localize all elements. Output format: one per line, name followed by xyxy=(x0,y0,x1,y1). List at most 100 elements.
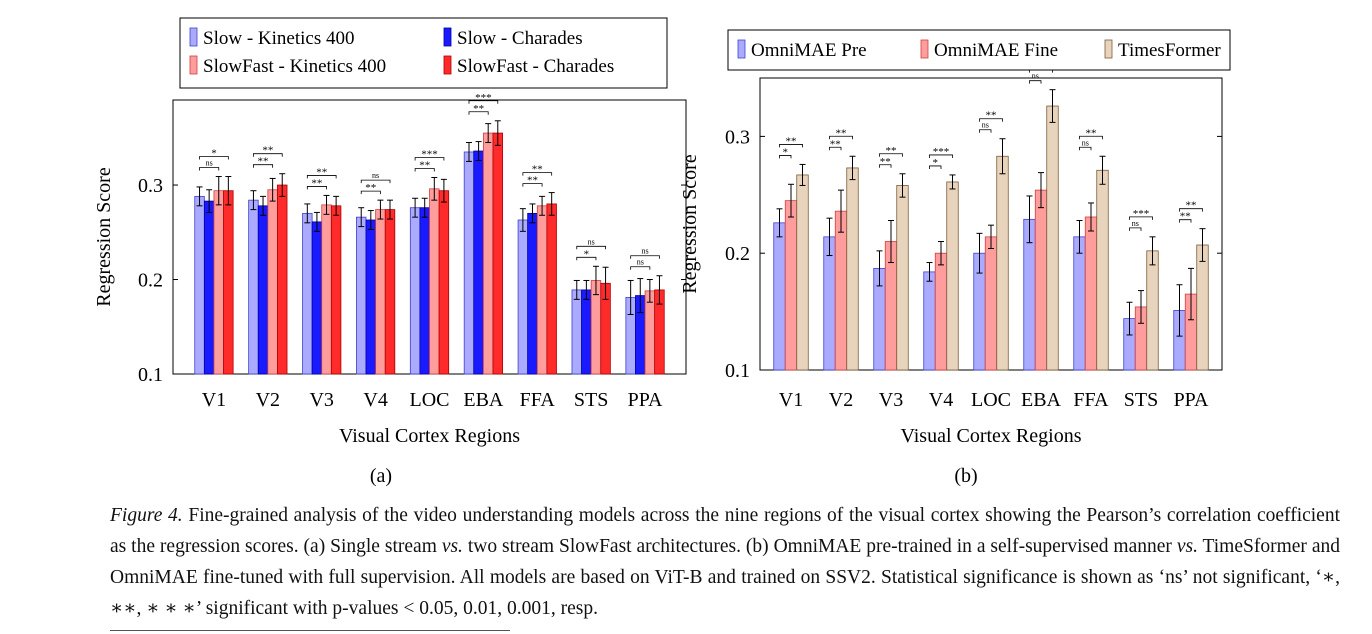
significance-bracket xyxy=(414,157,445,161)
significance-bracket xyxy=(829,135,853,140)
bar xyxy=(1146,250,1159,371)
significance-bracket xyxy=(199,167,220,171)
bar xyxy=(823,236,836,371)
series-slowfast-charades xyxy=(223,120,665,375)
significance-bracket xyxy=(779,144,803,148)
bar xyxy=(194,195,205,375)
series-slow-charades xyxy=(203,141,646,375)
bar xyxy=(482,132,494,375)
bar xyxy=(419,207,430,375)
x-tick-label: FFA xyxy=(1073,389,1109,411)
significance-mark: ns xyxy=(637,258,644,267)
chart-panel-a: 0.10.20.3ns***********ns***************n… xyxy=(93,17,687,487)
chart-panel-b: 0.10.20.3***************ns**ns***ns**ns*… xyxy=(679,29,1231,487)
significance-mark: ** xyxy=(1186,200,1197,212)
bar xyxy=(773,222,786,371)
significance-mark: ** xyxy=(886,145,897,157)
bar xyxy=(834,210,848,371)
y-axis-label: Regression Score xyxy=(93,167,115,307)
x-tick-label: V4 xyxy=(929,389,953,411)
significance-bracket xyxy=(306,186,327,190)
significance-bracket xyxy=(468,111,489,115)
significance-bracket xyxy=(829,146,842,151)
x-tick-label: V3 xyxy=(879,389,903,411)
bar xyxy=(330,205,342,375)
legend-label: Slow - Kinetics 400 xyxy=(203,28,354,49)
x-tick-label: PPA xyxy=(1174,389,1209,411)
figure-charts: 0.10.20.3ns***********ns***************n… xyxy=(93,17,1231,487)
significance-mark: * xyxy=(783,146,789,158)
bar xyxy=(896,185,909,371)
significance-bracket xyxy=(1079,135,1103,140)
x-tick-label: EBA xyxy=(1021,389,1062,411)
significance-bracket xyxy=(979,118,1003,122)
bar xyxy=(581,289,592,375)
x-tick-label: STS xyxy=(1124,389,1158,411)
legend-swatch xyxy=(443,27,452,47)
significance-mark: ** xyxy=(419,159,430,171)
x-axis-label: Visual Cortex Regions xyxy=(900,425,1081,447)
bar xyxy=(384,209,396,375)
significance-mark: ** xyxy=(365,182,376,194)
caption-text-2: two stream SlowFast architectures. (b) O… xyxy=(462,536,1177,557)
significance-bracket xyxy=(253,164,274,168)
bar xyxy=(302,212,313,375)
x-tick-label: V4 xyxy=(363,389,387,411)
significance-mark: ** xyxy=(532,164,543,176)
series-timesformer xyxy=(796,89,1209,371)
significance-bracket xyxy=(253,153,283,157)
significance-bracket xyxy=(1129,216,1153,220)
legend: Slow - Kinetics 400 Slow - Charades SlowFa… xyxy=(179,17,668,89)
bar xyxy=(1196,244,1209,371)
x-tick-label: V1 xyxy=(202,389,226,411)
bar xyxy=(946,181,959,371)
significance-mark: ns xyxy=(641,247,648,256)
bar xyxy=(1073,236,1086,371)
bar xyxy=(644,290,656,375)
significance-mark: ** xyxy=(316,166,327,178)
significance-mark: ns xyxy=(982,121,989,130)
bar xyxy=(996,155,1009,371)
significance-bracket xyxy=(879,164,892,168)
significance-bracket xyxy=(929,165,942,169)
bar xyxy=(223,190,234,375)
bar xyxy=(409,207,421,375)
significance-mark: * xyxy=(584,248,590,260)
significance-mark: ** xyxy=(830,138,841,150)
bar xyxy=(527,212,538,375)
legend-box xyxy=(179,17,668,89)
panel-label: (a) xyxy=(370,465,392,487)
significance-mark: ** xyxy=(473,103,484,115)
legend-label: Slow - Charades xyxy=(457,28,583,49)
y-tick-label: 0.1 xyxy=(725,360,750,382)
significance-bracket xyxy=(199,156,229,160)
bar xyxy=(492,132,503,375)
significance-bracket xyxy=(360,179,391,184)
footnote-rule xyxy=(110,630,510,631)
caption-text-1: Fine-grained analysis of the video under… xyxy=(110,505,1341,557)
significance-mark: * xyxy=(933,157,939,169)
bar xyxy=(321,204,332,375)
significance-mark: *** xyxy=(933,146,950,158)
legend-swatch xyxy=(737,39,746,59)
significance-mark: *** xyxy=(1133,208,1150,220)
legend-swatch xyxy=(189,27,198,47)
significance-bracket xyxy=(1179,208,1203,212)
caption-vs-1: vs. xyxy=(441,536,463,557)
bar xyxy=(257,205,269,375)
significance-bracket xyxy=(1029,80,1042,84)
legend-swatch xyxy=(920,39,929,59)
bar xyxy=(248,199,259,375)
significance-mark: ** xyxy=(258,156,269,168)
significance-bracket xyxy=(929,154,953,158)
legend-label: SlowFast - Charades xyxy=(457,56,614,77)
bar xyxy=(267,189,278,375)
x-tick-label: LOC xyxy=(410,389,450,411)
significance-mark: ns xyxy=(1082,138,1089,147)
significance-bracket xyxy=(630,255,660,259)
significance-bracket xyxy=(630,266,651,270)
bar xyxy=(1034,189,1048,371)
bar xyxy=(1046,105,1059,371)
panel-label: (b) xyxy=(954,465,977,487)
bar xyxy=(517,219,529,375)
